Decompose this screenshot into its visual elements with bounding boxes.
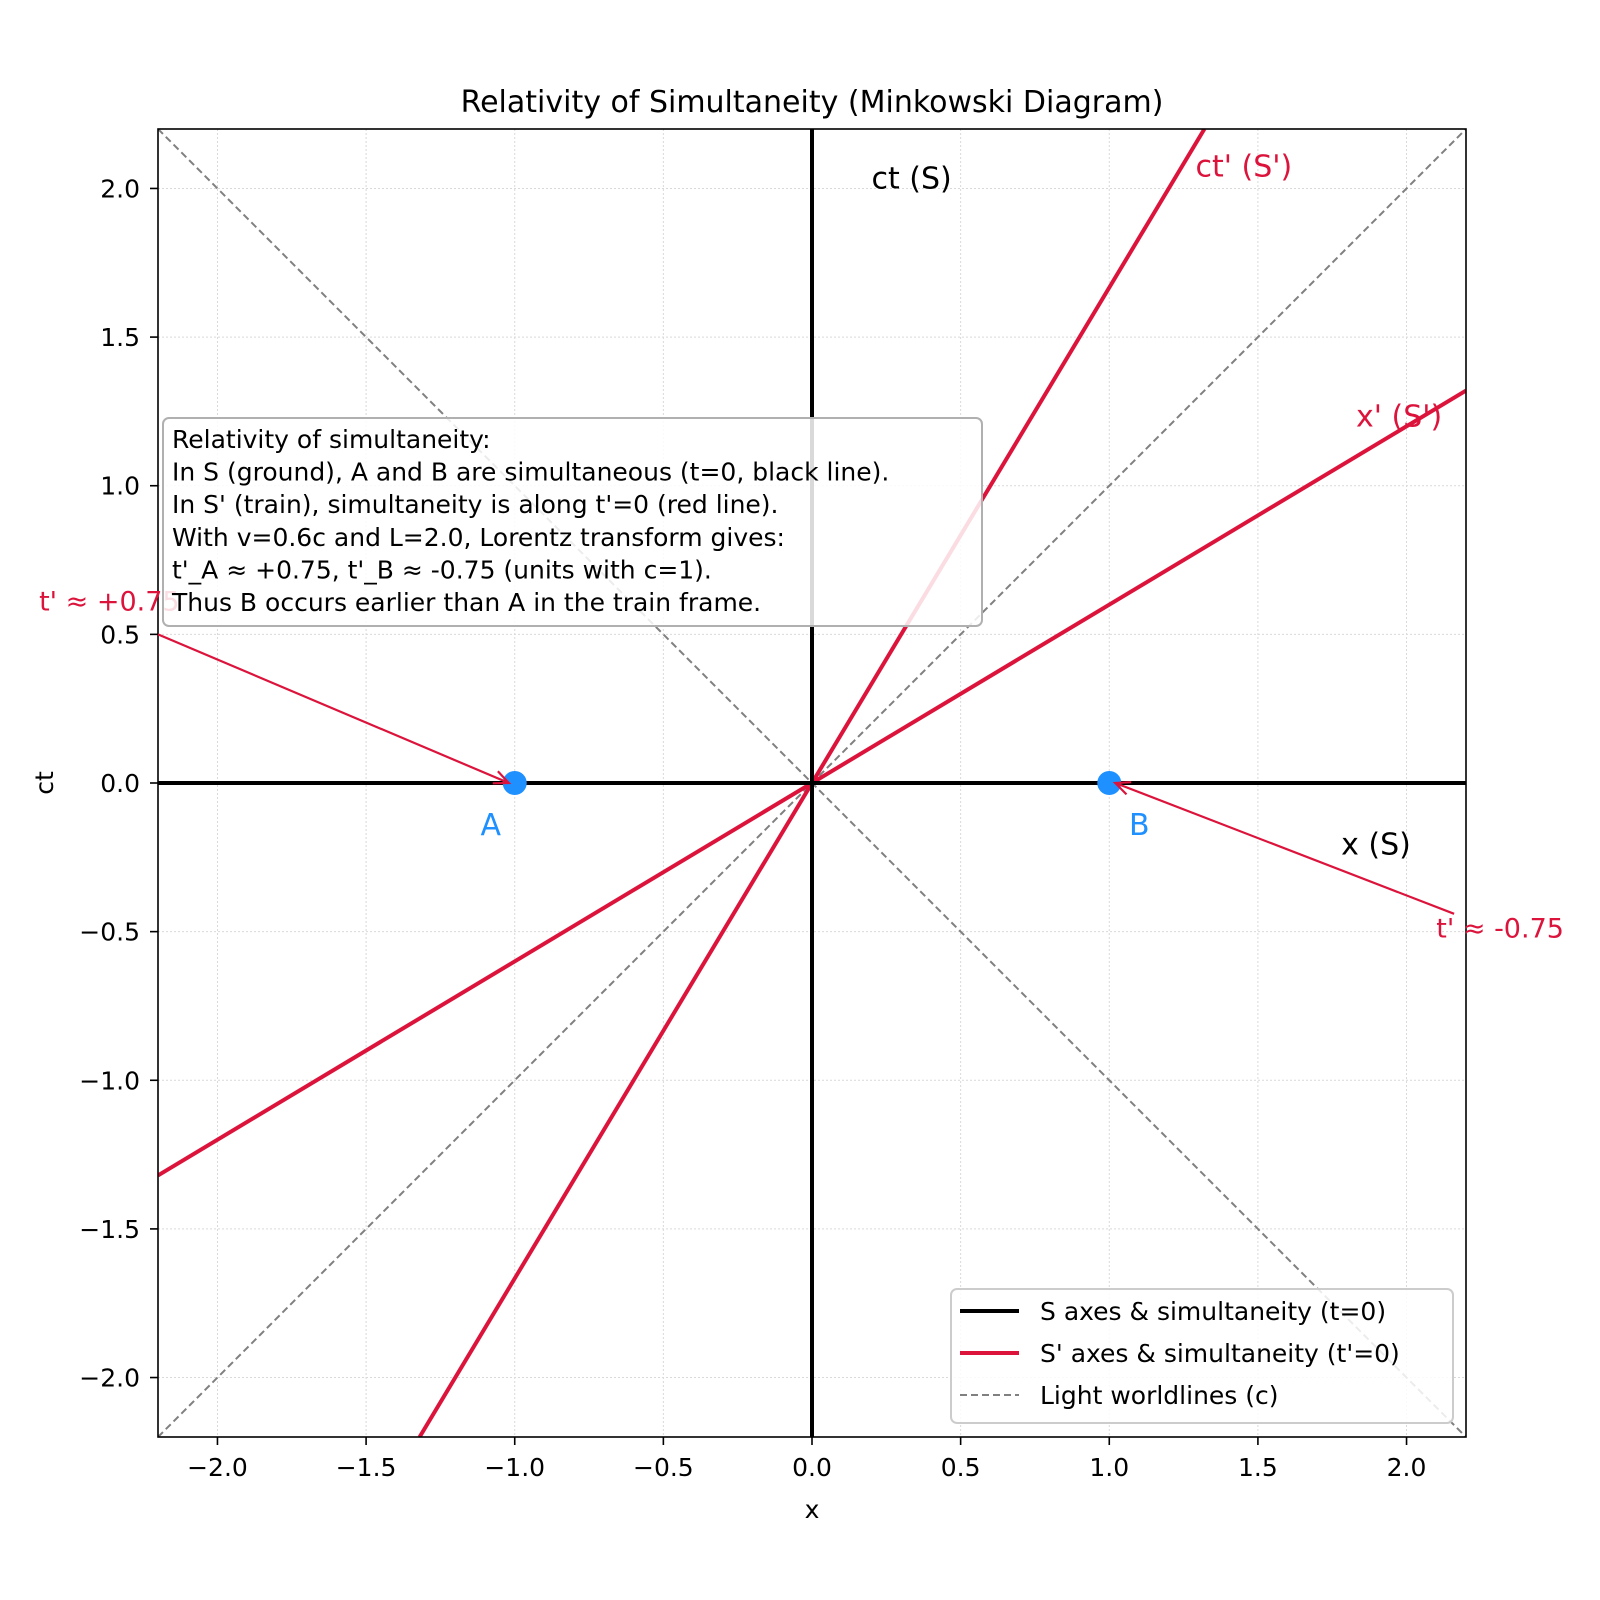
y-tick-label: 2.0 (100, 174, 140, 203)
x-tick-label: −1.5 (336, 1453, 397, 1482)
x-tick-label: 1.0 (1089, 1453, 1129, 1482)
y-tick-label: −0.5 (79, 918, 140, 947)
y-tick-label: −1.0 (79, 1066, 140, 1095)
annotation-label: t' ≈ +0.75 (39, 587, 180, 618)
legend: S axes & simultaneity (t=0) S' axes & sim… (950, 1288, 1454, 1424)
annotation-arrow-line (1114, 781, 1455, 915)
event-label: A (480, 808, 501, 843)
y-tick-label: −2.0 (79, 1364, 140, 1393)
x-tick-label: 0.5 (941, 1453, 981, 1482)
x-tick-label: 0.0 (792, 1453, 832, 1482)
annotation-arrow-head (492, 770, 512, 785)
info-box: Relativity of simultaneity: In S (ground)… (162, 417, 983, 627)
x-tick-label: −0.5 (633, 1453, 694, 1482)
event-marker-a (502, 771, 527, 795)
axis-label: x' (S') (1356, 399, 1442, 434)
annotation-labels: t' ≈ +0.75 t' ≈ -0.75 ct (S) x (S) ct' (S') x… (39, 150, 1564, 945)
legend-label: S axes & simultaneity (t=0) (1040, 1297, 1386, 1326)
chart-title: Relativity of Simultaneity (Minkowski Di… (461, 85, 1164, 120)
x-tick-label: 2.0 (1387, 1453, 1427, 1482)
info-box-line: t'_A ≈ +0.75, t'_B ≈ -0.75 (units with c… (172, 555, 712, 584)
info-box-frame (162, 417, 983, 627)
event-label: B (1129, 808, 1150, 843)
x-tick-label: −2.0 (187, 1453, 248, 1482)
x-tick-label: 1.5 (1238, 1453, 1278, 1482)
info-box-line: Relativity of simultaneity: (172, 425, 491, 454)
series-lines (158, 129, 1466, 1437)
axis-label: ct' (S') (1195, 150, 1292, 185)
annotation-arrow-head (1112, 781, 1132, 796)
x-axis-label: x (805, 1495, 820, 1524)
y-tick-label: 0.0 (100, 769, 140, 798)
y-axis-label: ct (30, 771, 59, 795)
y-tick-label: 1.0 (100, 472, 140, 501)
axis-label: ct (S) (871, 161, 951, 196)
info-box-line: Thus B occurs earlier than A in the trai… (171, 588, 761, 617)
info-box-line: In S' (train), simultaneity is along t'=… (172, 490, 779, 519)
event-marker-b (1097, 771, 1122, 795)
annotation-label: t' ≈ -0.75 (1436, 914, 1564, 945)
legend-frame (950, 1288, 1454, 1424)
y-tick-label: 1.5 (100, 323, 140, 352)
legend-label: S' axes & simultaneity (t'=0) (1040, 1339, 1400, 1368)
axis-ticks: −2.0 −1.5 −1.0 −0.5 0.0 0.5 1.0 1.5 2.0 −2.0 −1.5 −… (79, 174, 1426, 1482)
info-box-line: With v=0.6c and L=2.0, Lorentz transform… (172, 523, 785, 552)
annotation-arrow-line (157, 633, 510, 785)
y-tick-label: 0.5 (100, 620, 140, 649)
axis-label: x (S) (1341, 827, 1411, 862)
y-tick-label: −1.5 (79, 1215, 140, 1244)
x-tick-label: −1.0 (484, 1453, 545, 1482)
info-box-line: In S (ground), A and B are simultaneous … (172, 458, 889, 487)
legend-label: Light worldlines (c) (1040, 1381, 1279, 1410)
